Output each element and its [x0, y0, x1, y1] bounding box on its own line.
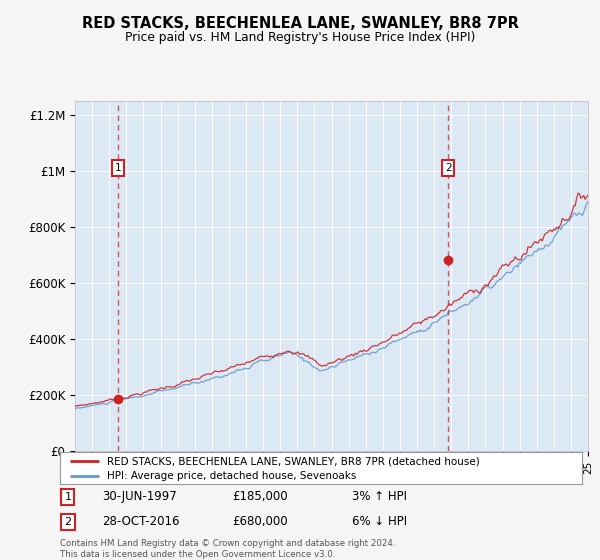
Text: 2: 2	[64, 517, 71, 527]
Text: 6% ↓ HPI: 6% ↓ HPI	[352, 515, 407, 528]
Text: £185,000: £185,000	[232, 491, 288, 503]
Text: 30-JUN-1997: 30-JUN-1997	[102, 491, 176, 503]
Text: RED STACKS, BEECHENLEA LANE, SWANLEY, BR8 7PR (detached house): RED STACKS, BEECHENLEA LANE, SWANLEY, BR…	[107, 456, 480, 466]
Text: RED STACKS, BEECHENLEA LANE, SWANLEY, BR8 7PR: RED STACKS, BEECHENLEA LANE, SWANLEY, BR…	[82, 16, 518, 31]
Text: 1: 1	[64, 492, 71, 502]
Text: 2: 2	[445, 163, 452, 173]
Text: 3% ↑ HPI: 3% ↑ HPI	[352, 491, 407, 503]
Text: Price paid vs. HM Land Registry's House Price Index (HPI): Price paid vs. HM Land Registry's House …	[125, 31, 475, 44]
Text: 1: 1	[115, 163, 121, 173]
Text: £680,000: £680,000	[232, 515, 288, 528]
Text: Contains HM Land Registry data © Crown copyright and database right 2024.
This d: Contains HM Land Registry data © Crown c…	[60, 539, 395, 559]
Text: 28-OCT-2016: 28-OCT-2016	[102, 515, 179, 528]
Text: HPI: Average price, detached house, Sevenoaks: HPI: Average price, detached house, Seve…	[107, 472, 356, 481]
